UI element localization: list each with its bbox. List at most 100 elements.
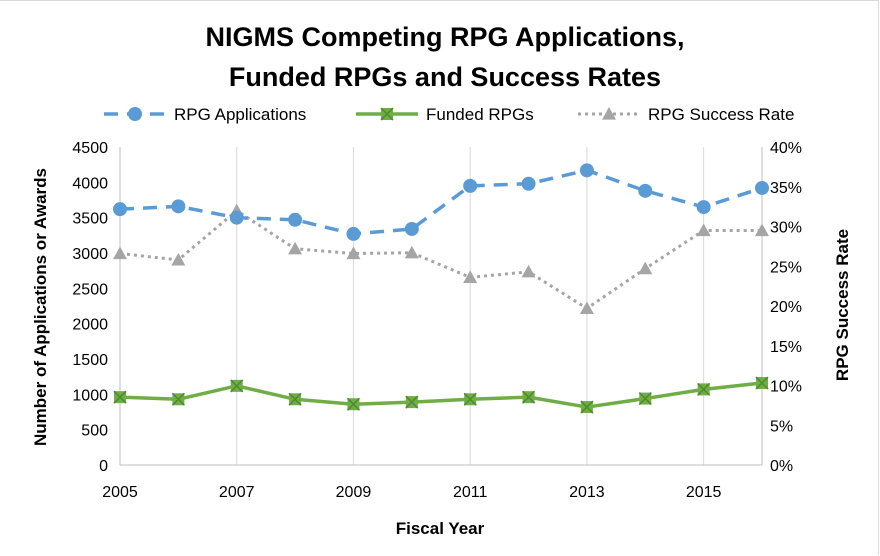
x-tick-label: 2007 [219,484,255,501]
data-point-rpg-applications [521,176,536,191]
y2-tick-label: 5% [770,418,793,435]
y-tick-label: 3000 [72,246,108,263]
data-point-rpg-applications [288,212,303,227]
marker-cross [230,379,244,393]
axes [119,147,763,466]
y-tick-label: 4000 [72,175,108,192]
data-point-funded-rpgs [113,390,127,404]
y-tick-label: 3500 [72,211,108,228]
series-line-funded-rpgs [119,381,763,409]
y-axis-title: Number of Applications or Awards [31,168,50,446]
data-point-rpg-success-rate [113,246,127,260]
series-rpg-success-rate [113,203,769,314]
data-point-funded-rpgs [230,379,244,393]
legend-item-rpg-applications: RPG Applications [104,105,306,124]
marker-cross [171,392,185,406]
y-tick-label: 2500 [72,281,108,298]
data-point-rpg-applications [696,200,711,215]
data-point-rpg-applications [463,178,478,193]
data-point-funded-rpgs [171,392,185,406]
x-axis-title: Fiscal Year [396,519,485,538]
data-point-rpg-applications [346,226,361,241]
x-tick-label: 2015 [686,484,722,501]
legend-marker-funded-rpgs [380,107,394,121]
chart-title-line-1: NIGMS Competing RPG Applications, [205,22,684,52]
gridlines [236,147,705,465]
legend-item-funded-rpgs: Funded RPGs [356,105,534,124]
legend-marker-rpg-success-rate [602,107,616,120]
legend-label-rpg-success-rate: RPG Success Rate [648,105,794,124]
y2-tick-label: 20% [770,299,802,316]
marker-cross [755,376,769,390]
y-tick-label: 2000 [72,317,108,334]
tick-labels: 0 500 1000 1500 2000 2500 3000 3500 4000 4500 0% 5%… [72,140,802,501]
data-point-funded-rpgs [638,392,652,406]
data-point-rpg-success-rate [288,241,303,255]
series-line-rpg-success-rate [119,209,762,310]
data-point-rpg-success-rate [696,223,711,237]
marker-cross [288,392,302,406]
y2-tick-label: 0% [770,458,793,475]
chart-title-line-2: Funded RPGs and Success Rates [229,62,661,92]
series-rpg-applications [113,163,769,241]
marker-cross [580,400,594,414]
y2-tick-label: 35% [770,180,802,197]
data-point-rpg-applications [229,210,244,225]
legend: RPG Applications Funded RPGs RPG Success R… [104,105,794,124]
data-point-funded-rpgs [755,376,769,390]
y-tick-label: 1500 [72,352,108,369]
legend-label-rpg-applications: RPG Applications [174,105,306,124]
data-point-funded-rpgs [522,390,536,404]
data-point-funded-rpgs [405,395,419,409]
data-point-rpg-success-rate [638,261,653,275]
data-point-rpg-success-rate [171,252,186,266]
y2-tick-label: 10% [770,379,802,396]
legend-item-rpg-success-rate: RPG Success Rate [578,105,794,124]
y2-tick-label: 25% [770,259,802,276]
data-point-funded-rpgs [580,400,594,414]
y-tick-label: 0 [99,458,108,475]
series-layer [113,163,769,414]
marker-cross [346,397,360,411]
data-point-rpg-applications [755,180,769,195]
data-point-rpg-success-rate [346,246,361,260]
data-point-rpg-applications [113,202,127,217]
y-tick-label: 500 [81,423,108,440]
marker-cross [380,107,394,121]
y2-tick-label: 15% [770,339,802,356]
legend-label-funded-rpgs: Funded RPGs [426,105,534,124]
data-point-funded-rpgs [697,382,711,396]
y2-tick-label: 30% [770,220,802,237]
data-point-rpg-applications [638,183,653,198]
data-point-funded-rpgs [288,392,302,406]
marker-cross [463,392,477,406]
legend-marker-rpg-applications [128,107,142,121]
marker-cross [405,395,419,409]
data-point-rpg-applications [579,163,594,178]
data-point-rpg-applications [171,199,186,214]
y2-axis-title: RPG Success Rate [833,229,852,381]
x-tick-label: 2005 [102,484,138,501]
marker-cross [113,390,127,404]
data-point-rpg-applications [404,221,419,236]
x-tick-label: 2011 [453,484,488,501]
data-point-rpg-success-rate [463,270,478,283]
x-tick-label: 2009 [336,484,372,501]
y-tick-label: 1000 [72,387,108,404]
series-funded-rpgs [113,376,769,414]
data-point-rpg-success-rate [404,245,419,259]
data-point-rpg-success-rate [755,223,769,237]
data-point-funded-rpgs [463,392,477,406]
marker-cross [638,392,652,406]
data-point-funded-rpgs [346,397,360,411]
y2-tick-label: 40% [770,140,802,157]
x-tick-label: 2013 [569,484,605,501]
series-line-rpg-applications [119,168,763,236]
marker-cross [522,390,536,404]
marker-cross [697,382,711,396]
data-point-rpg-success-rate [579,301,594,314]
y-tick-label: 4500 [72,140,108,157]
data-point-rpg-success-rate [521,264,536,278]
